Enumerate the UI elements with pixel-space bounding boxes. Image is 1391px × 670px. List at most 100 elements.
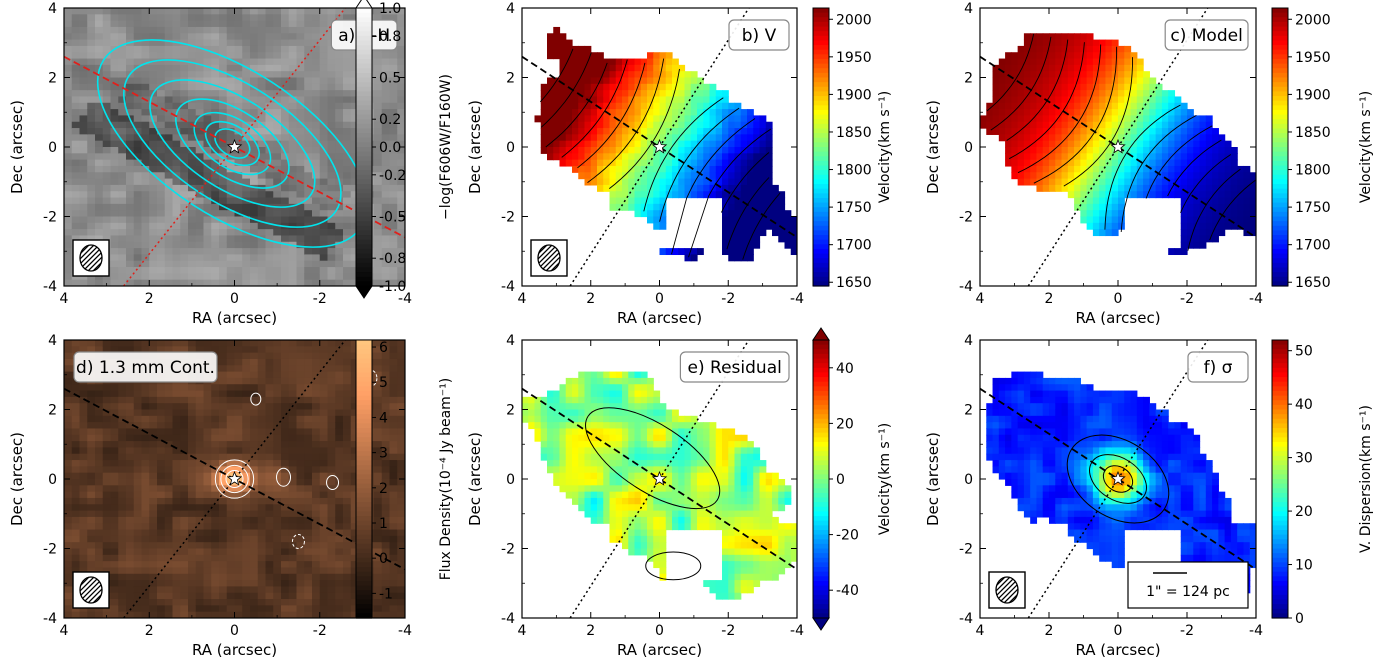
colorbar-swatch [1272, 105, 1288, 111]
map-pixel [164, 33, 174, 41]
map-pixel [265, 267, 274, 274]
map-pixel [672, 159, 679, 167]
map-pixel [715, 96, 723, 104]
map-pixel [110, 58, 119, 66]
map-pixel [79, 472, 88, 480]
map-pixel [149, 485, 158, 493]
map-pixel [547, 128, 554, 135]
map-pixel [1086, 178, 1094, 186]
map-pixel [397, 222, 405, 230]
map-pixel [133, 535, 143, 543]
map-pixel [234, 248, 243, 256]
map-pixel [728, 235, 736, 243]
map-pixel [374, 83, 383, 91]
map-pixel [350, 248, 360, 256]
map-pixel [157, 548, 166, 556]
map-pixel [95, 434, 104, 442]
map-pixel [572, 165, 579, 173]
map-pixel [703, 134, 711, 142]
map-pixel [95, 229, 104, 237]
map-pixel [257, 26, 267, 34]
map-pixel [1212, 128, 1219, 135]
map-pixel [389, 77, 398, 85]
map-pixel [226, 229, 236, 237]
map-pixel [172, 279, 181, 286]
map-pixel [296, 33, 305, 41]
map-pixel [133, 210, 143, 218]
map-pixel [584, 140, 592, 148]
map-pixel [118, 415, 127, 423]
map-pixel [110, 434, 119, 442]
map-pixel [126, 390, 135, 398]
map-pixel [998, 102, 1006, 110]
map-pixel [102, 434, 112, 442]
map-pixel [87, 561, 96, 569]
map-pixel [1161, 134, 1169, 142]
map-pixel [281, 45, 290, 53]
map-pixel [753, 184, 761, 192]
map-pixel [180, 523, 189, 531]
map-pixel [242, 184, 251, 192]
map-pixel [172, 346, 181, 354]
map-pixel [79, 83, 88, 91]
x-tick-label: 4 [60, 291, 69, 307]
map-pixel [250, 64, 259, 72]
map-pixel [273, 83, 282, 91]
map-pixel [765, 134, 773, 142]
map-pixel [195, 415, 205, 423]
map-pixel [265, 203, 274, 211]
map-pixel [615, 71, 623, 79]
map-pixel [141, 611, 150, 618]
map-pixel [133, 497, 143, 505]
map-pixel [110, 33, 119, 41]
map-pixel [64, 497, 73, 505]
map-pixel [126, 346, 135, 354]
map-pixel [257, 71, 267, 79]
map-pixel [110, 510, 119, 518]
map-pixel [149, 184, 158, 192]
map-pixel [1105, 39, 1113, 47]
map-pixel [234, 20, 243, 28]
map-pixel [397, 71, 405, 79]
map-pixel [234, 222, 243, 230]
map-pixel [141, 415, 150, 423]
map-pixel [678, 178, 686, 186]
map-pixel [141, 115, 150, 123]
map-pixel [126, 516, 135, 524]
map-pixel [296, 273, 305, 281]
map-pixel [133, 159, 143, 167]
map-pixel [64, 396, 73, 404]
map-pixel [141, 554, 150, 562]
colorbar-swatch [356, 253, 372, 259]
map-pixel [126, 229, 135, 237]
map-pixel [609, 128, 617, 135]
map-pixel [172, 466, 181, 474]
map-pixel [273, 39, 282, 47]
map-pixel [1124, 52, 1132, 60]
map-pixel [95, 611, 104, 618]
map-pixel [110, 115, 119, 123]
map-pixel [141, 346, 150, 354]
map-pixel [304, 20, 313, 28]
map-pixel [653, 184, 661, 192]
map-pixel [265, 121, 274, 129]
map-pixel [374, 96, 383, 104]
map-pixel [180, 580, 189, 588]
map-pixel [1174, 248, 1182, 256]
map-pixel [1130, 115, 1138, 123]
colorbar-swatch [813, 193, 829, 199]
colorbar-swatch [1272, 68, 1288, 74]
map-pixel [559, 115, 567, 123]
map-pixel [753, 128, 761, 135]
map-pixel [118, 71, 127, 79]
map-pixel [188, 134, 197, 142]
map-pixel [157, 39, 166, 47]
map-pixel [609, 153, 617, 161]
map-pixel [312, 235, 321, 243]
map-pixel [709, 159, 717, 167]
map-pixel [102, 611, 112, 618]
map-pixel [164, 273, 174, 281]
map-pixel [659, 178, 667, 186]
map-pixel [1155, 159, 1163, 167]
map-pixel [1030, 147, 1038, 154]
